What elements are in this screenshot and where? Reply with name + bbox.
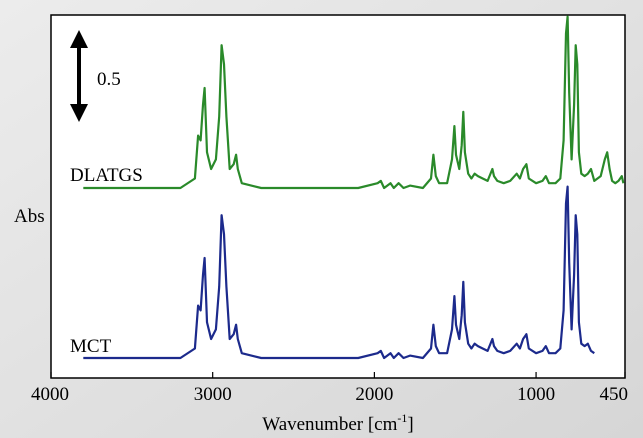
x-tick-label: 3000 [194, 384, 232, 405]
x-axis-label-main: Wavenumber [cm [262, 414, 397, 435]
series-group: DLATGS MCT [70, 15, 625, 360]
x-axis-label-end: ] [407, 414, 413, 435]
series-line-dlatgs [83, 15, 625, 190]
scale-arrow-up-icon [70, 30, 88, 48]
y-axis-label: Abs [14, 206, 45, 227]
scale-arrow-down-icon [70, 104, 88, 122]
series-label-mct: MCT [70, 336, 112, 357]
series-label-dlatgs: DLATGS [70, 165, 143, 186]
x-axis-label-superscript: -1 [397, 411, 407, 425]
x-tick-label: 2000 [355, 384, 393, 405]
x-ticks: 4000 3000 2000 1000 450 [31, 372, 628, 405]
plot-frame [50, 14, 626, 379]
x-axis-label: Wavenumber [cm-1] [262, 411, 413, 435]
x-tick-label: 450 [600, 384, 629, 405]
x-tick-label: 1000 [517, 384, 555, 405]
scale-bar-label: 0.5 [97, 69, 121, 90]
x-tick-label: 4000 [31, 384, 69, 405]
scale-bar: 0.5 [70, 30, 121, 122]
series-line-mct [83, 185, 595, 360]
